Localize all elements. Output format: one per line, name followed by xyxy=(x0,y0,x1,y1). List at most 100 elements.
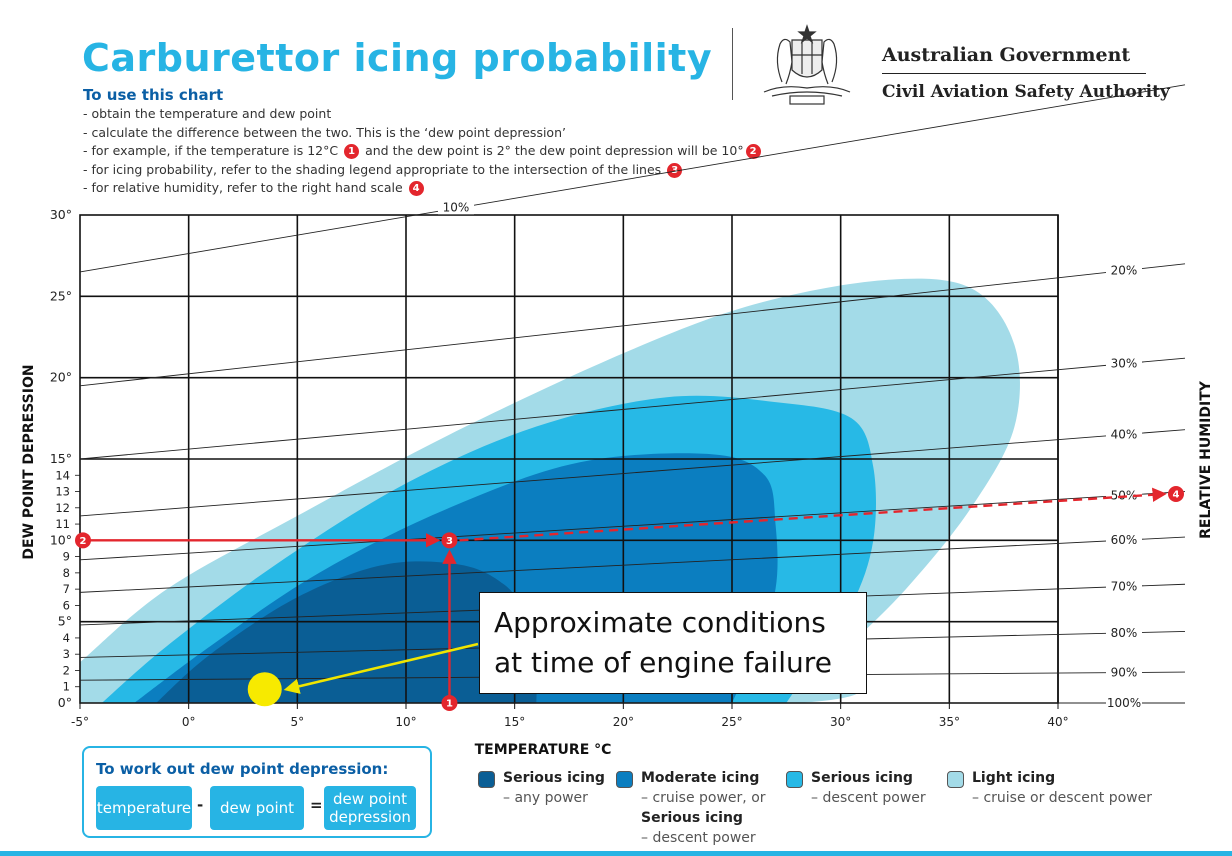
formula-result: dew point depression xyxy=(324,786,416,830)
chart-badge-2 xyxy=(75,532,91,549)
rh-label: 70% xyxy=(1111,579,1138,593)
instruction-text: obtain the temperature and dew point xyxy=(91,106,332,121)
legend-swatch xyxy=(616,771,633,788)
legend-sub: – cruise or descent power xyxy=(972,790,1152,806)
rh-label: 40% xyxy=(1111,427,1138,441)
failure-point-marker xyxy=(247,672,282,707)
legend-label: Moderate icing xyxy=(641,770,760,786)
x-tick-label: 0° xyxy=(182,715,196,729)
formula-temperature: temperature xyxy=(96,786,192,830)
formula-result-line-2: depression xyxy=(329,808,411,826)
instruction-text: calculate the difference between the two… xyxy=(91,124,566,140)
icing-chart: 10% 20% 30% 40% 50% 60% 70% 80% 90% 100% -5° 0° 5° 1… xyxy=(21,84,1214,758)
coat-of-arms-icon xyxy=(763,24,851,105)
legend-swatch xyxy=(947,771,964,788)
legend-swatch xyxy=(786,771,803,788)
chart-title: Carburettor icing probability xyxy=(82,36,713,80)
legend-sub: – cruise power, or xyxy=(641,790,766,806)
rh-label-bg xyxy=(1106,578,1142,594)
y-minor-label: 7 xyxy=(63,582,70,596)
rh-label: 30% xyxy=(1111,357,1138,371)
dew-point-formula-box: To work out dew point depression: temper… xyxy=(82,746,432,838)
legend-sub-2: – descent power xyxy=(641,830,756,846)
legend-label: Light icing xyxy=(972,770,1056,786)
chart-badge-1 xyxy=(441,695,458,711)
callout-line-1: Approximate conditions xyxy=(494,606,826,639)
chart-badge-2-text: 2 xyxy=(80,536,87,547)
rh-label: 100% xyxy=(1107,696,1141,710)
rh-label: 60% xyxy=(1111,533,1138,547)
agency-rule xyxy=(882,73,1146,74)
y-minor-label: 2 xyxy=(63,663,70,677)
rh-label: 50% xyxy=(1111,488,1138,502)
instruction-text: for icing probability, refer to the shad… xyxy=(91,161,662,177)
instruction-item: calculate the difference between the two… xyxy=(83,124,763,143)
legend-label: Serious icing xyxy=(503,770,605,786)
y-minor-label: 8 xyxy=(63,566,70,580)
step-badge-1: 1 xyxy=(344,144,360,159)
step-badge-3: 3 xyxy=(667,162,683,178)
instruction-text: for example, if the temperature is 12°C xyxy=(91,143,339,158)
instructions-heading: To use this chart xyxy=(83,86,224,104)
rh-line xyxy=(79,491,1186,561)
instruction-item: for relative humidity, refer to the righ… xyxy=(83,179,763,198)
agency-subname: Civil Aviation Safety Authority xyxy=(882,82,1170,102)
chart-badge-3-text: 3 xyxy=(446,536,453,547)
legend-sub: – descent power xyxy=(811,790,926,806)
step-badge-2: 2 xyxy=(745,144,761,159)
icing-region xyxy=(156,561,538,703)
rh-line xyxy=(79,536,1186,593)
rh-label-bg xyxy=(438,199,474,215)
x-tick-label: 15° xyxy=(504,715,525,729)
y-minor-label: 3 xyxy=(63,647,70,661)
x-tick-label: 5° xyxy=(291,715,305,729)
rh-label: 10% xyxy=(443,200,470,214)
step-badge-4: 4 xyxy=(408,181,424,196)
callout-line-2: at time of engine failure xyxy=(494,646,832,679)
x-tick-label: 20° xyxy=(613,715,634,729)
instruction-item: obtain the temperature and dew point xyxy=(83,105,763,124)
y-tick-label: 20° xyxy=(50,370,72,385)
y-tick-label: 15° xyxy=(50,451,72,466)
formula-equals: = xyxy=(310,796,323,814)
x-tick-label: 35° xyxy=(939,715,960,729)
x-axis-title: TEMPERATURE °C xyxy=(475,742,612,758)
rh-line xyxy=(79,263,1186,387)
x-tick-label: 40° xyxy=(1047,715,1068,729)
example-rh-arrow xyxy=(459,487,1167,542)
x-tick-label: 10° xyxy=(395,715,416,729)
y-minor-label: 14 xyxy=(55,468,70,482)
rh-line xyxy=(79,84,1186,273)
legend-swatch xyxy=(478,771,495,788)
rh-label-bg xyxy=(1106,695,1142,710)
y-axis-title: DEW POINT DEPRESSION xyxy=(21,364,37,559)
legend-label-2: Serious icing xyxy=(641,810,743,826)
chart-badge-3 xyxy=(441,532,458,549)
x-tick-label: 25° xyxy=(721,715,742,729)
rh-label-bg xyxy=(1106,487,1142,503)
formula-result-line-1: dew point xyxy=(332,790,408,808)
header-divider xyxy=(732,28,733,100)
x-tick-label: 30° xyxy=(830,715,851,729)
y-minor-label: 6 xyxy=(63,598,70,612)
rh-label-bg xyxy=(1106,532,1142,548)
chart-badge-4 xyxy=(1168,486,1184,502)
y-minor-label: 12 xyxy=(55,501,70,515)
y-minor-label: 9 xyxy=(63,550,70,564)
y-tick-label: 5° xyxy=(58,614,72,629)
formula-dew-point: dew point xyxy=(210,786,304,830)
y-tick-label: 0° xyxy=(58,695,72,710)
instruction-text: and the dew point is 2° the dew point de… xyxy=(365,143,744,158)
agency-name: Australian Government xyxy=(882,44,1131,66)
y-minor-label: 1 xyxy=(63,680,70,694)
y-tick-label: 25° xyxy=(50,288,72,303)
rh-label: 90% xyxy=(1111,666,1138,680)
y-minor-label: 4 xyxy=(63,631,70,645)
engine-failure-callout: Approximate conditions at time of engine… xyxy=(479,592,867,694)
rh-label-bg xyxy=(1106,624,1142,640)
x-tick-label: -5° xyxy=(71,715,89,729)
chart-badge-1-text: 1 xyxy=(446,699,453,710)
legend-label: Serious icing xyxy=(811,770,913,786)
rh-line xyxy=(79,357,1186,460)
legend-sub: – any power xyxy=(503,790,588,806)
